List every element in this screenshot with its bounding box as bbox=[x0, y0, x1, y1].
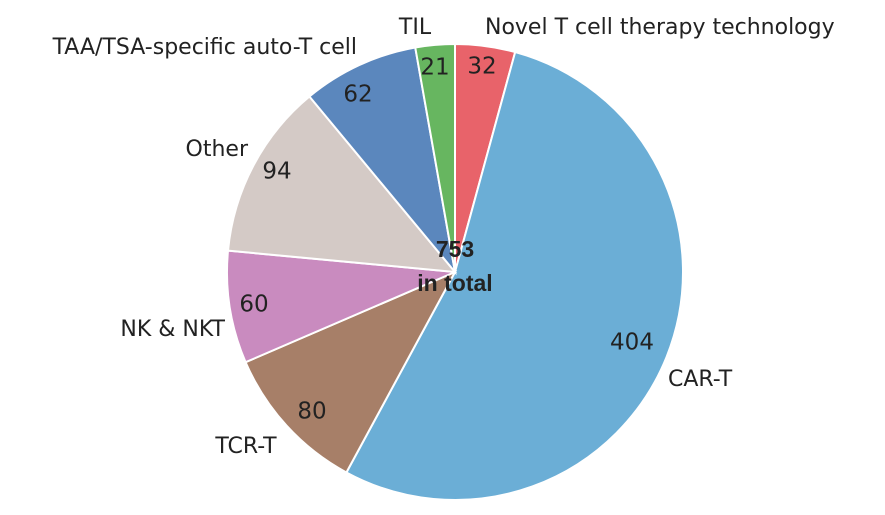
category-label: CAR-T bbox=[668, 367, 733, 392]
value-label: 80 bbox=[297, 399, 326, 425]
category-label: NK & NKT bbox=[120, 317, 225, 342]
value-label: 94 bbox=[262, 159, 291, 185]
category-label: Novel T cell therapy technology bbox=[485, 15, 835, 40]
value-label: 60 bbox=[239, 292, 268, 318]
category-label: TAA/TSA-specific auto-T cell bbox=[52, 35, 357, 60]
pie-slice bbox=[226, 249, 456, 364]
center-value: 753 bbox=[436, 236, 474, 262]
category-label: TIL bbox=[398, 15, 432, 40]
center-label: in total bbox=[417, 270, 492, 296]
pie bbox=[226, 42, 685, 501]
pie-slice bbox=[244, 269, 458, 474]
pie-slice bbox=[414, 42, 456, 273]
value-label: 32 bbox=[467, 54, 496, 80]
value-label: 404 bbox=[610, 330, 654, 356]
value-label: 21 bbox=[420, 55, 449, 81]
pie-slice bbox=[226, 95, 458, 274]
value-label: 62 bbox=[343, 82, 372, 108]
pie-slice bbox=[345, 50, 685, 501]
category-label: Other bbox=[186, 137, 249, 162]
category-label: TCR-T bbox=[214, 434, 277, 459]
pie-slice bbox=[308, 46, 457, 276]
